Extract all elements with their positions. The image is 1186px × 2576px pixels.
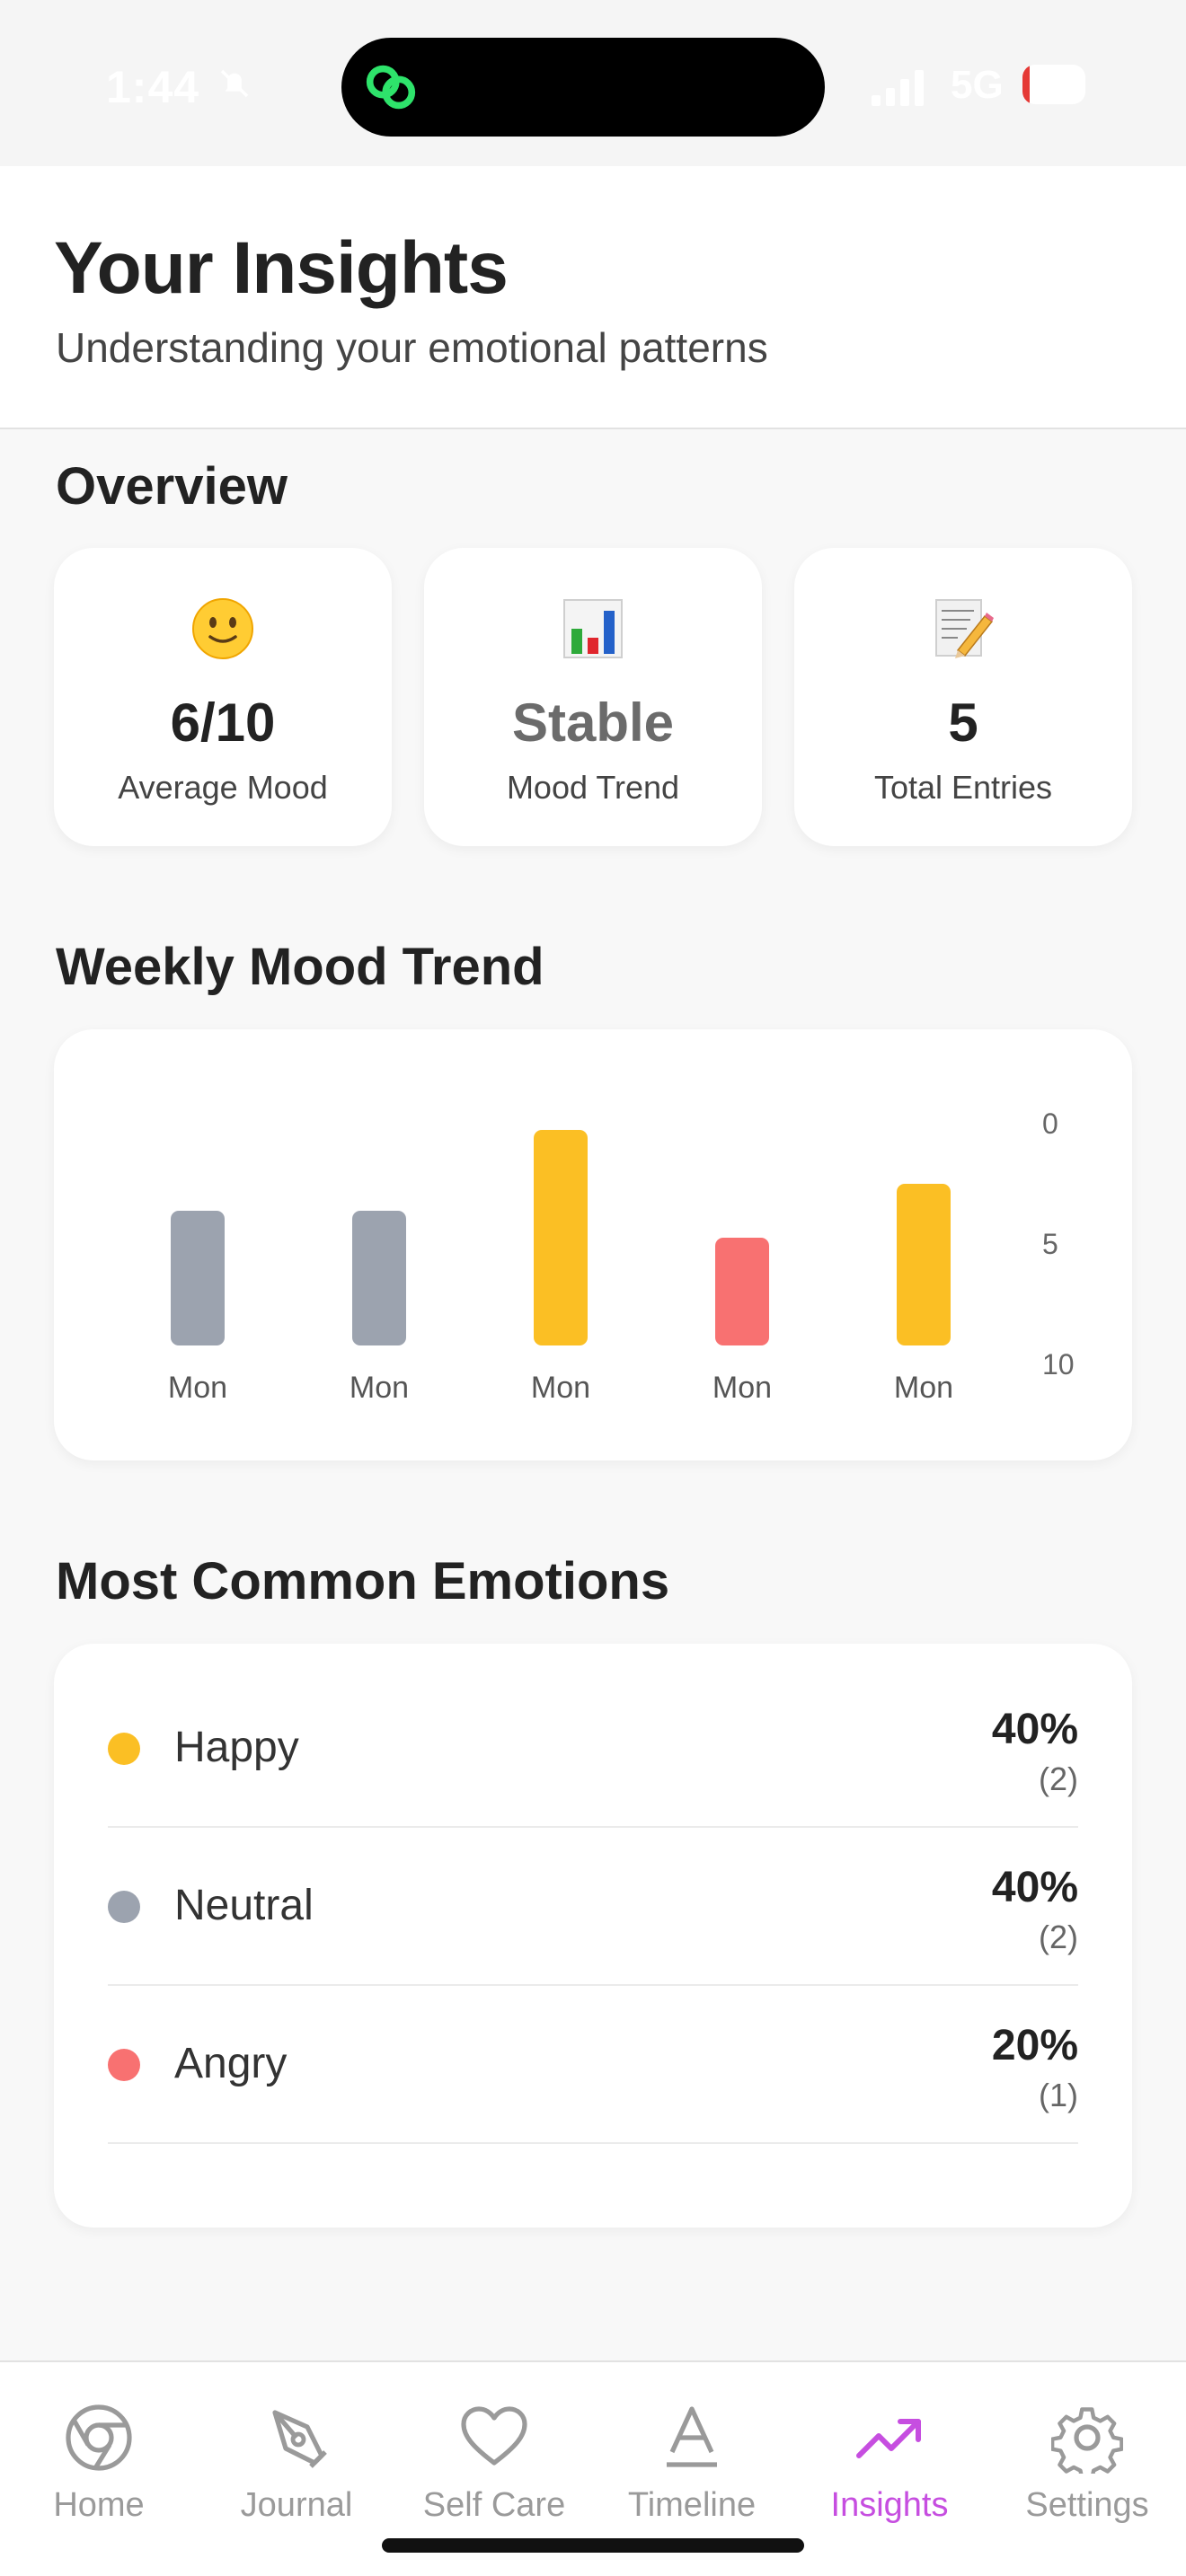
emotion-name: Angry xyxy=(174,2040,288,2087)
average-mood-value: 6/10 xyxy=(170,693,276,753)
emotion-row-angry[interactable]: Angry 20% (1) xyxy=(108,1987,1078,2144)
weekly-mood-chart-svg: Mon Mon Mon Mon Mon 0 5 10 xyxy=(168,1107,1075,1405)
total-entries-value: 5 xyxy=(948,693,978,753)
battery-text: 11 xyxy=(1051,65,1086,101)
battery-level xyxy=(1022,65,1030,104)
chart-bar xyxy=(534,1130,588,1345)
emotion-color-dot xyxy=(108,1891,140,1923)
overview-title: Overview xyxy=(56,457,288,516)
chart-x-label: Mon xyxy=(712,1371,772,1405)
chart-y-tick: 10 xyxy=(1042,1348,1075,1381)
chart-y-tick: 5 xyxy=(1042,1228,1058,1260)
pen-tool-icon xyxy=(272,2410,327,2468)
network-type: 5G xyxy=(951,63,1004,107)
nav-item-journal[interactable]: Journal xyxy=(198,2362,395,2542)
nav-item-insights[interactable]: Insights xyxy=(791,2362,988,2542)
total-entries-card[interactable]: 5 Total Entries xyxy=(794,548,1132,846)
heart-icon xyxy=(461,2406,527,2466)
chart-x-label: Mon xyxy=(894,1371,953,1405)
emotion-percent: 40% xyxy=(991,1864,1078,1911)
nav-label: Insights xyxy=(830,2486,949,2524)
nav-item-self-care[interactable]: Self Care xyxy=(395,2362,593,2542)
nav-item-timeline[interactable]: Timeline xyxy=(593,2362,791,2542)
page-header: Your Insights Understanding your emotion… xyxy=(0,166,1186,429)
trending-up-icon xyxy=(856,2419,921,2458)
emotion-name: Happy xyxy=(174,1724,299,1771)
emotion-name: Neutral xyxy=(174,1882,314,1929)
emotion-row-neutral[interactable]: Neutral 40% (2) xyxy=(108,1829,1078,1986)
weekly-mood-chart: Mon Mon Mon Mon Mon 0 5 10 xyxy=(54,1029,1132,1460)
letter-a-icon xyxy=(667,2406,717,2467)
emotion-count: (1) xyxy=(1039,2077,1078,2113)
nav-label: Settings xyxy=(1025,2486,1149,2524)
memo-icon xyxy=(794,593,1132,665)
chart-bar xyxy=(352,1211,406,1345)
emotions-title: Most Common Emotions xyxy=(56,1552,670,1610)
status-bar: 1:44 5G 11 xyxy=(0,0,1186,166)
emotion-color-dot xyxy=(108,1733,140,1765)
emotion-row-happy[interactable]: Happy 40% (2) xyxy=(108,1671,1078,1828)
chart-bar xyxy=(715,1238,769,1345)
nav-label: Journal xyxy=(240,2486,353,2524)
signal-icon xyxy=(872,70,924,106)
average-mood-label: Average Mood xyxy=(118,769,328,806)
emotion-percent: 40% xyxy=(991,1706,1078,1753)
mood-trend-card[interactable]: Stable Mood Trend xyxy=(424,548,762,846)
nav-label: Self Care xyxy=(422,2486,566,2524)
battery-icon xyxy=(1022,65,1085,104)
page-subtitle: Understanding your emotional patterns xyxy=(56,324,768,371)
chart-x-label: Mon xyxy=(168,1371,227,1405)
gear-icon xyxy=(1051,2407,1123,2474)
bell-muted-icon xyxy=(220,69,249,98)
nav-item-settings[interactable]: Settings xyxy=(988,2362,1186,2542)
emotion-count: (2) xyxy=(1039,1919,1078,1955)
chart-bar xyxy=(171,1211,225,1345)
slightly-smiling-face-icon xyxy=(54,593,392,665)
average-mood-card[interactable]: 6/10 Average Mood xyxy=(54,548,392,846)
dynamic-island xyxy=(341,38,825,137)
emotion-percent: 20% xyxy=(991,2022,1078,2069)
weekly-mood-title: Weekly Mood Trend xyxy=(56,938,544,996)
nav-label: Timeline xyxy=(627,2486,757,2524)
mood-trend-value: Stable xyxy=(511,693,675,753)
chrome-circle-icon xyxy=(66,2404,132,2471)
chart-x-label: Mon xyxy=(350,1371,409,1405)
nav-label: Home xyxy=(53,2486,145,2524)
emotion-color-dot xyxy=(108,2049,140,2081)
status-time: 1:44 xyxy=(106,62,200,112)
mood-trend-label: Mood Trend xyxy=(506,769,680,806)
nav-item-home[interactable]: Home xyxy=(0,2362,198,2542)
chart-bar xyxy=(897,1184,951,1345)
chart-y-tick: 0 xyxy=(1042,1107,1058,1140)
page-title: Your Insights xyxy=(54,227,509,309)
chart-x-label: Mon xyxy=(531,1371,590,1405)
emotions-card: Happy 40% (2) Neutral 40% (2) Angry 20% … xyxy=(54,1644,1132,2228)
home-indicator xyxy=(382,2538,804,2553)
total-entries-label: Total Entries xyxy=(873,769,1053,806)
emotion-count: (2) xyxy=(1039,1760,1078,1797)
link-activity-icon xyxy=(366,65,416,110)
bar-chart-icon xyxy=(424,593,762,665)
